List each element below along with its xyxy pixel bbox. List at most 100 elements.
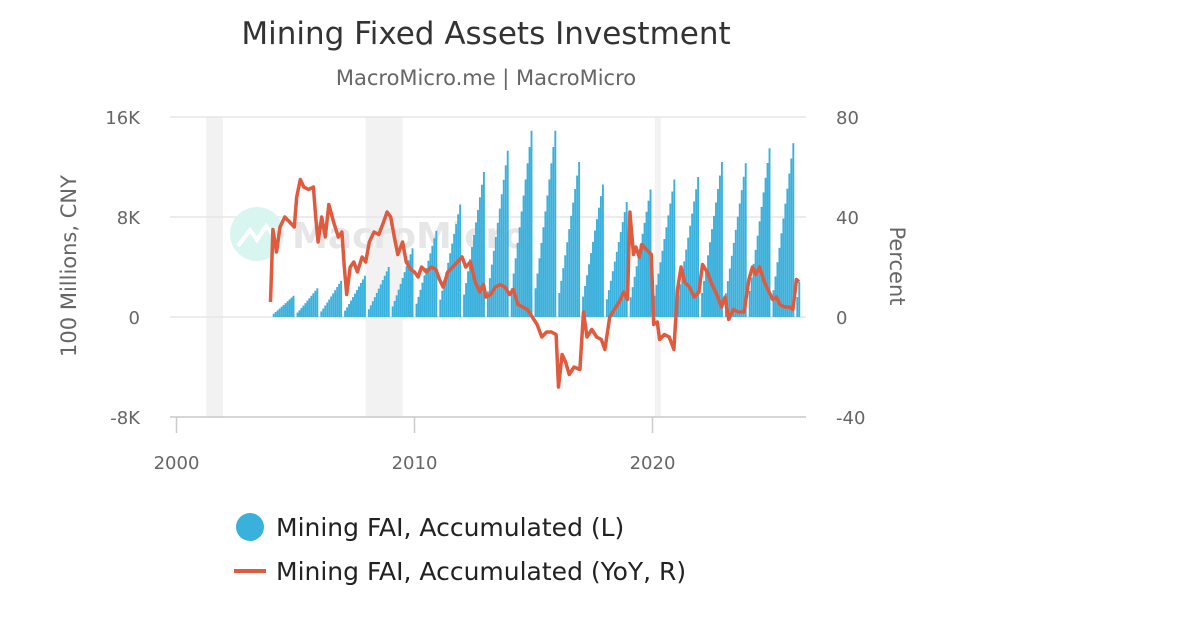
bar [578,162,581,317]
bar [427,260,430,317]
bar [701,293,704,317]
bar [693,201,696,317]
bar [397,289,400,317]
bar [502,179,505,317]
bar [750,277,753,317]
bar [328,299,331,317]
bar [288,299,291,317]
bar [623,212,626,317]
bar [590,253,592,317]
bar [695,189,698,317]
bar [441,290,444,317]
bar [720,162,723,317]
bar [296,312,299,317]
legend-item-bar[interactable]: Mining FAI, Accumulated (L) [236,513,624,542]
bar [766,163,769,317]
bar [316,288,319,317]
bar [665,227,668,317]
bar [728,268,731,317]
bar [786,188,789,317]
bar [334,290,337,317]
bar [415,303,418,317]
bar [582,296,585,317]
bar [542,227,545,317]
bar [637,255,640,317]
bar [425,268,428,317]
bar [488,278,491,317]
bar [308,298,311,317]
bar [524,179,527,317]
y-right-tick-label: 40 [836,208,859,229]
bar [574,189,577,317]
bar [480,184,483,317]
bar [391,306,394,317]
bar [419,289,422,317]
bar [768,148,771,317]
bar [449,253,452,317]
bar [772,290,775,317]
bar [451,243,454,317]
legend-item-line[interactable]: Mining FAI, Accumulated (YoY, R) [234,557,686,586]
bar [336,287,339,317]
bar [447,262,450,317]
bar [572,202,575,317]
bar [375,292,378,317]
bar [715,202,717,317]
y-right-axis-title: Percent [885,226,909,305]
bar [667,215,670,317]
bar [352,297,354,317]
bar [401,278,404,317]
bar [443,281,446,317]
bar [467,271,469,317]
bar [320,311,323,317]
bar [558,293,561,317]
bar [588,264,590,317]
bar [705,268,707,317]
bar [363,275,366,317]
y-left-tick-label: 16K [105,108,141,129]
x-axis: 2000 2010 2020 [154,416,806,474]
y-right-axis: 80 40 0 -40 [836,108,865,429]
bar [356,290,358,317]
bar [304,303,307,317]
bar [510,288,513,317]
bar [697,177,700,317]
bar [586,275,588,317]
bar [554,130,557,317]
bar [383,275,386,317]
bar [498,208,501,317]
bar [732,242,735,317]
bar [752,263,755,317]
bar [780,233,783,317]
bar [744,163,747,317]
bar [340,280,343,317]
bar [717,189,719,317]
bar [663,239,666,317]
bar [762,192,765,317]
bar [399,283,402,317]
bar [530,130,533,317]
bar [754,249,757,317]
bar [788,173,791,317]
bar [645,211,648,317]
bar [740,190,743,317]
bar [395,295,398,317]
bar [576,175,579,317]
bar [599,196,602,317]
bar [393,300,396,317]
watermark-logo-icon [230,207,284,261]
bar [463,294,466,317]
bar [548,179,551,317]
bar [647,200,650,317]
bar [760,206,763,317]
bar [411,248,414,317]
bar [407,260,410,317]
bar [429,253,432,317]
legend[interactable]: Mining FAI, Accumulated (L) Mining FAI, … [234,513,686,586]
bar [500,194,503,317]
bar [518,227,521,317]
bar [718,175,721,317]
bar [544,211,547,317]
bar [479,197,481,317]
bar [286,301,289,317]
